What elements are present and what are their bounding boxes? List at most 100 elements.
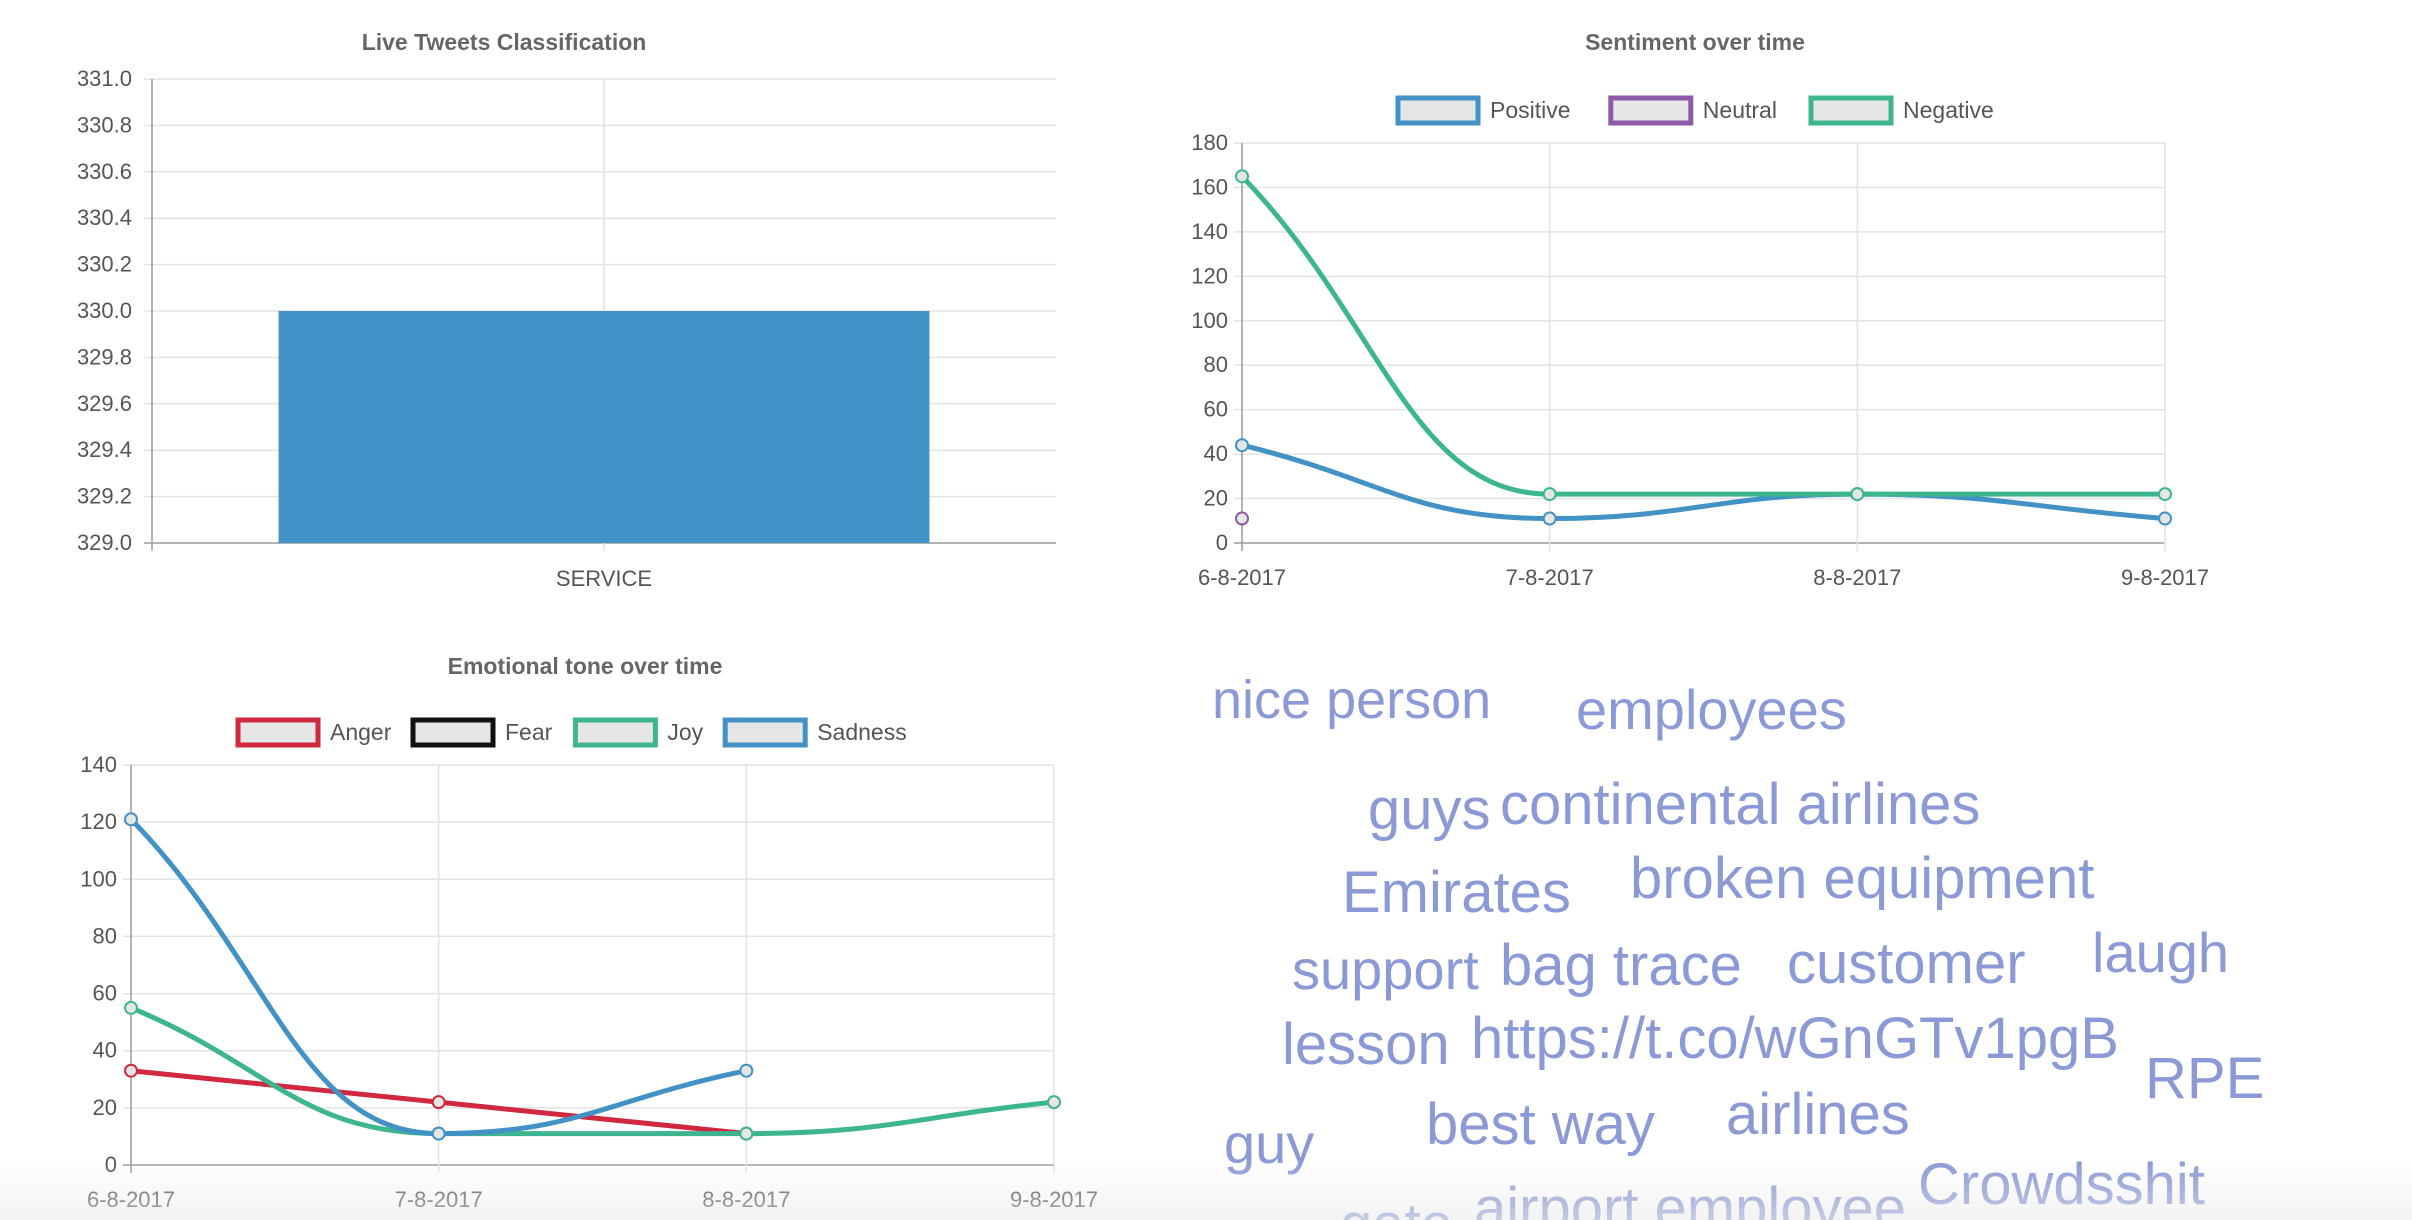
word-cloud-word[interactable]: Emirates — [1342, 860, 1571, 925]
y-tick-label: 331.0 — [77, 66, 132, 91]
word-cloud-word[interactable]: continental airlines — [1500, 772, 1981, 837]
y-tick-label: 330.6 — [77, 159, 132, 184]
word-cloud: nice person employees guys continental airl… — [1170, 640, 2412, 1220]
y-tick-label: 60 — [93, 981, 117, 1006]
word-cloud-word[interactable]: employees — [1576, 678, 1847, 741]
y-tick-label: 330.8 — [77, 112, 132, 137]
series-line-negative — [1240, 174, 2165, 497]
data-point-negative — [1235, 169, 1249, 184]
data-point-positive — [1235, 438, 1249, 453]
y-tick-label: 160 — [1191, 174, 1228, 199]
data-point-positive — [1542, 511, 1557, 526]
x-tick-label: SERVICE — [556, 566, 652, 591]
y-tick-label: 329.0 — [77, 530, 132, 555]
word-cloud-word[interactable]: airport employee — [1474, 1176, 1906, 1220]
y-tick-label: 120 — [80, 809, 117, 834]
data-point-negative — [2158, 487, 2172, 502]
data-point-negative — [1850, 487, 1865, 502]
y-tick-label: 329.2 — [77, 484, 132, 509]
data-point-joy — [124, 1000, 138, 1015]
y-tick-label: 330.2 — [77, 252, 132, 277]
word-cloud-word[interactable]: laugh — [2092, 921, 2230, 984]
chart-title: Emotional tone over time — [448, 653, 723, 679]
y-tick-label: 330.4 — [77, 205, 132, 230]
legend-swatch-anger — [235, 717, 321, 748]
word-cloud-word[interactable]: https://t.co/wGnGTv1pgB — [1471, 1006, 2119, 1071]
legend-swatch-sadness — [722, 717, 808, 748]
y-tick-label: 0 — [1216, 530, 1228, 555]
data-point-sadness — [739, 1063, 754, 1078]
y-tick-label: 20 — [93, 1095, 117, 1120]
word-cloud-word[interactable]: nice person — [1212, 670, 1492, 730]
word-cloud-word[interactable]: guy — [1224, 1112, 1315, 1175]
y-tick-label: 40 — [1204, 441, 1228, 466]
data-point-positive — [2158, 511, 2172, 526]
y-tick-label: 80 — [93, 923, 117, 948]
legend-label-neutral: Neutral — [1703, 97, 1777, 123]
legend-label-positive: Positive — [1490, 97, 1571, 123]
bar-service — [278, 311, 930, 543]
x-tick-label: 7-8-2017 — [1506, 565, 1594, 590]
y-tick-label: 20 — [1204, 486, 1228, 511]
sentiment-over-time-chart: Sentiment over time Positive Neutral Negati… — [1120, 0, 2412, 620]
y-tick-label: 0 — [105, 1152, 117, 1177]
word-cloud-word[interactable]: Crowdsshit — [1918, 1152, 2205, 1217]
word-cloud-word[interactable]: lesson — [1282, 1012, 1450, 1077]
legend-swatch-fear — [410, 717, 496, 748]
word-cloud-word[interactable]: bag trace — [1500, 933, 1742, 998]
legend-swatch-neutral — [1608, 95, 1694, 126]
x-tick-label: 8-8-2017 — [1813, 565, 1901, 590]
bar-chart-svg: Live Tweets Classification 331.0 330.8 330.… — [77, 29, 1056, 591]
legend-swatch-joy — [572, 717, 658, 748]
series-line-positive — [1241, 442, 2166, 522]
data-point-negative — [1542, 487, 1557, 502]
data-point-anger — [431, 1095, 446, 1110]
data-point-joy — [1047, 1095, 1061, 1110]
data-point-joy — [739, 1126, 754, 1141]
emotion-line-chart-svg: Emotional tone over time Anger Fear Joy Sadn… — [80, 653, 1098, 1212]
sentiment-line-chart-svg: Sentiment over time Positive Neutral Negati… — [1191, 29, 2209, 590]
chart-title: Sentiment over time — [1585, 29, 1805, 55]
word-cloud-word[interactable]: best way — [1426, 1092, 1655, 1157]
legend-label-fear: Fear — [505, 719, 553, 745]
y-tick-label: 329.6 — [77, 391, 132, 416]
word-cloud-word[interactable]: RPE — [2145, 1046, 2265, 1111]
word-cloud-word[interactable]: broken equipment — [1630, 846, 2095, 911]
y-tick-label: 329.4 — [77, 437, 132, 462]
series-line-sadness — [129, 817, 747, 1137]
legend-label-joy: Joy — [667, 719, 703, 745]
x-tick-label: 6-8-2017 — [1198, 565, 1286, 590]
word-cloud-word[interactable]: guys — [1368, 777, 1491, 842]
y-tick-label: 100 — [1191, 308, 1228, 333]
data-point-sadness — [124, 812, 138, 827]
y-tick-label: 330.0 — [77, 298, 132, 323]
word-cloud-word[interactable]: gate — [1340, 1196, 1453, 1220]
data-point-anger — [124, 1063, 138, 1078]
live-tweets-classification-chart: Live Tweets Classification 331.0 330.8 330.… — [0, 0, 1120, 620]
word-cloud-word[interactable]: support — [1292, 938, 1479, 1001]
word-cloud-word[interactable]: airlines — [1726, 1082, 1910, 1147]
y-tick-label: 180 — [1191, 130, 1228, 155]
legend-label-anger: Anger — [330, 719, 392, 745]
x-tick-label: 9-8-2017 — [1010, 1187, 1098, 1212]
y-tick-label: 140 — [1191, 219, 1228, 244]
data-point-sadness — [431, 1126, 446, 1141]
data-point-neutral — [1235, 511, 1249, 526]
emotional-tone-over-time-chart: Emotional tone over time Anger Fear Joy Sadn… — [0, 620, 1160, 1220]
x-tick-label: 6-8-2017 — [87, 1187, 175, 1212]
y-tick-label: 100 — [80, 866, 117, 891]
y-tick-label: 120 — [1191, 263, 1228, 288]
x-tick-label: 7-8-2017 — [395, 1187, 483, 1212]
legend-label-sadness: Sadness — [817, 719, 907, 745]
y-tick-label: 80 — [1204, 352, 1228, 377]
y-tick-label: 329.8 — [77, 344, 132, 369]
legend-swatch-negative — [1808, 95, 1894, 126]
x-tick-label: 8-8-2017 — [702, 1187, 790, 1212]
x-tick-label: 9-8-2017 — [2121, 565, 2209, 590]
y-tick-label: 40 — [93, 1038, 117, 1063]
chart-title: Live Tweets Classification — [362, 29, 647, 55]
y-tick-label: 60 — [1204, 397, 1228, 422]
series-line-joy — [130, 1005, 1055, 1137]
word-cloud-word[interactable]: customer — [1787, 931, 2026, 996]
y-tick-label: 140 — [80, 752, 117, 777]
